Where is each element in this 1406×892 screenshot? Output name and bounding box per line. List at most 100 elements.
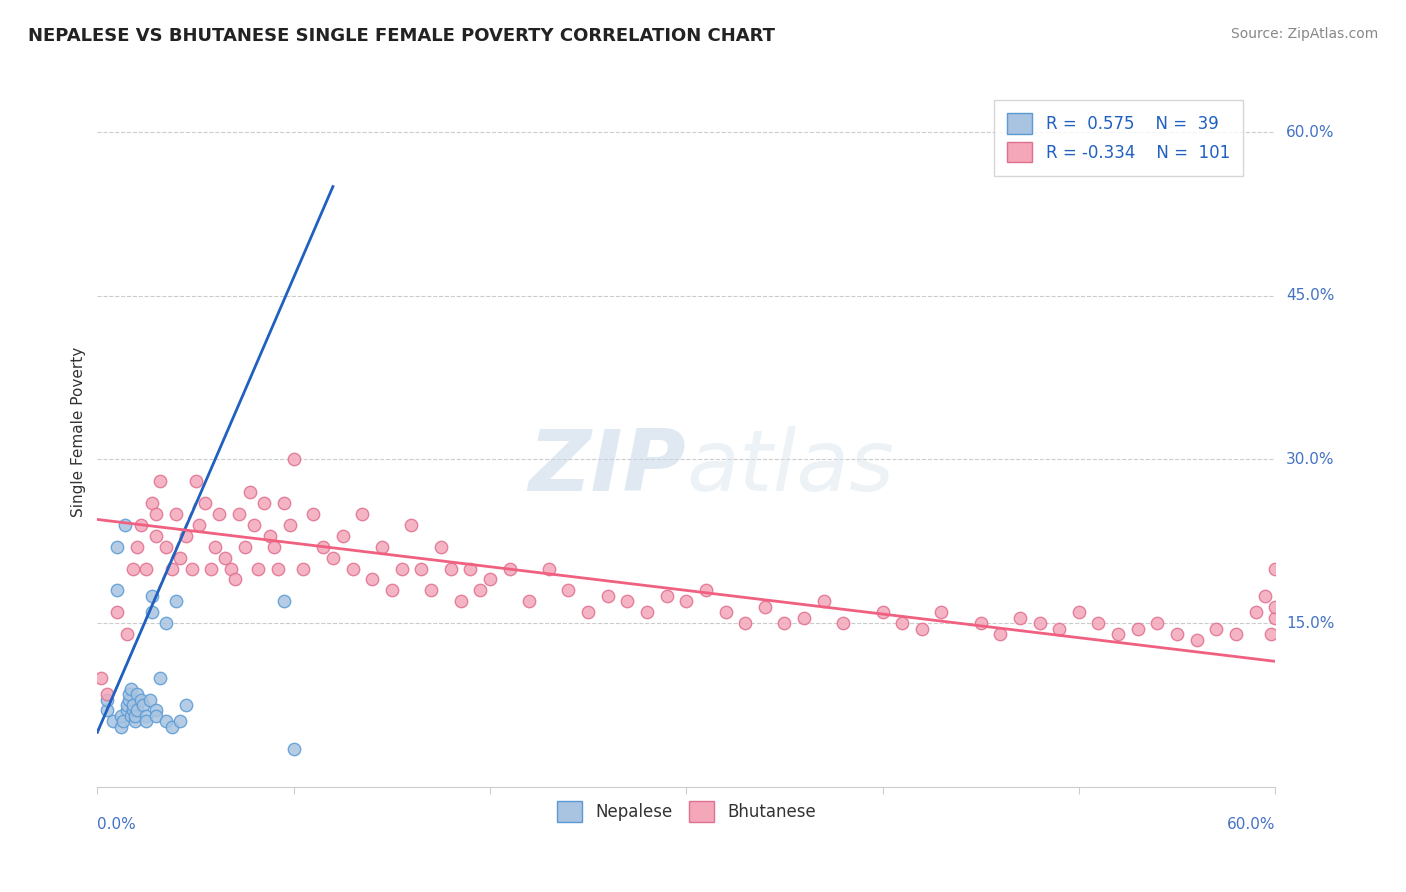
Point (239, 485, 262, 500)
Point (96, 687, 118, 701)
Text: 30.0%: 30.0% (1286, 452, 1334, 467)
Point (1225, 627, 1247, 641)
Point (793, 610, 815, 624)
Point (105, 605, 128, 619)
Point (1008, 610, 1031, 624)
Point (478, 573, 501, 587)
Point (131, 698, 153, 712)
Text: ZIP: ZIP (529, 426, 686, 509)
Point (129, 692, 152, 706)
Point (114, 517, 136, 532)
Text: 15.0%: 15.0% (1286, 615, 1334, 631)
Point (174, 529, 197, 543)
Text: 45.0%: 45.0% (1286, 288, 1334, 303)
Point (576, 605, 599, 619)
Point (695, 583, 717, 598)
Point (1126, 622, 1149, 636)
Point (160, 720, 183, 734)
Point (118, 687, 141, 701)
Point (1254, 589, 1277, 603)
Point (96, 703, 118, 717)
Point (911, 622, 934, 636)
Point (468, 583, 491, 598)
Point (110, 720, 132, 734)
Text: NEPALESE VS BHUTANESE SINGLE FEMALE POVERTY CORRELATION CHART: NEPALESE VS BHUTANESE SINGLE FEMALE POVE… (28, 27, 775, 45)
Point (115, 698, 138, 712)
Point (208, 507, 231, 521)
Point (96, 692, 118, 706)
Point (1028, 616, 1050, 631)
Point (420, 583, 443, 598)
Point (381, 583, 404, 598)
Point (121, 561, 143, 575)
Point (1166, 627, 1188, 641)
Point (139, 692, 162, 706)
Point (110, 709, 132, 723)
Text: 60.0%: 60.0% (1226, 817, 1275, 832)
Point (129, 517, 152, 532)
Point (813, 594, 835, 608)
Point (754, 599, 776, 614)
Point (655, 589, 678, 603)
Point (832, 616, 855, 631)
Point (118, 692, 141, 706)
Point (891, 616, 914, 631)
Point (188, 517, 211, 532)
Point (120, 681, 142, 696)
Point (180, 561, 202, 575)
Point (125, 703, 148, 717)
Point (115, 703, 138, 717)
Point (165, 507, 187, 521)
Point (125, 687, 148, 701)
Point (1107, 627, 1129, 641)
Point (440, 561, 463, 575)
Point (312, 540, 335, 554)
Point (145, 703, 167, 717)
Point (124, 709, 146, 723)
Point (155, 714, 177, 729)
Point (537, 561, 560, 575)
Point (115, 627, 138, 641)
Point (165, 594, 187, 608)
Point (149, 475, 172, 489)
Point (273, 594, 295, 608)
Point (273, 496, 295, 510)
Point (1205, 622, 1227, 636)
Point (1264, 610, 1286, 624)
Point (253, 496, 276, 510)
Point (145, 529, 167, 543)
Point (228, 507, 250, 521)
Point (121, 703, 143, 717)
Point (411, 561, 433, 575)
Point (1185, 632, 1208, 647)
Point (283, 741, 305, 756)
Point (352, 507, 374, 521)
Point (135, 709, 157, 723)
Point (224, 573, 246, 587)
Point (155, 540, 177, 554)
Point (498, 561, 520, 575)
Text: 60.0%: 60.0% (1286, 125, 1334, 139)
Point (773, 616, 796, 631)
Point (233, 540, 256, 554)
Point (263, 540, 285, 554)
Point (292, 561, 315, 575)
Point (332, 529, 354, 543)
Point (714, 605, 737, 619)
Text: 0.0%: 0.0% (97, 817, 136, 832)
Point (278, 517, 301, 532)
Point (302, 507, 325, 521)
Point (247, 561, 270, 575)
Point (149, 671, 172, 685)
Point (1264, 599, 1286, 614)
Point (283, 452, 305, 467)
Point (135, 561, 157, 575)
Point (267, 561, 290, 575)
Point (517, 594, 540, 608)
Legend: Nepalese, Bhutanese: Nepalese, Bhutanese (550, 795, 823, 828)
Point (1047, 622, 1070, 636)
Point (616, 594, 638, 608)
Point (219, 561, 242, 575)
Point (160, 561, 183, 575)
Point (1244, 605, 1267, 619)
